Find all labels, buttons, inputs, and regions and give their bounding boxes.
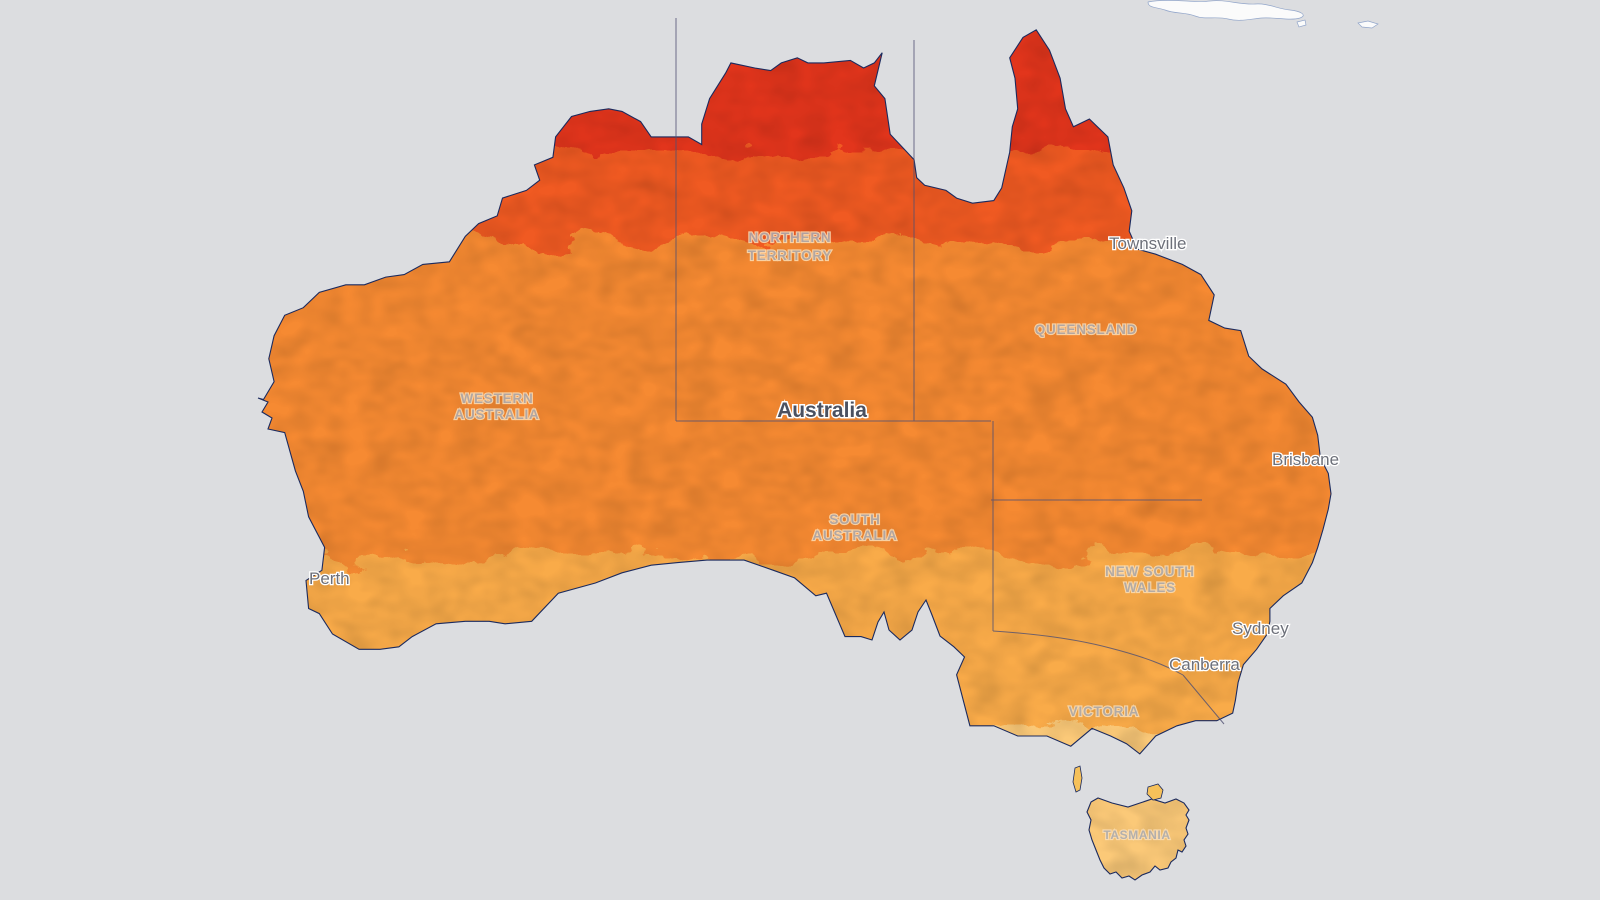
svg-text:WESTERN: WESTERN: [460, 391, 533, 406]
svg-text:VICTORIA: VICTORIA: [1069, 704, 1140, 719]
svg-text:SOUTH: SOUTH: [829, 512, 880, 527]
svg-text:TASMANIA: TASMANIA: [1103, 828, 1170, 842]
svg-text:Brisbane: Brisbane: [1272, 450, 1339, 469]
svg-text:QUEENSLAND: QUEENSLAND: [1035, 322, 1138, 337]
svg-text:Canberra: Canberra: [1169, 655, 1240, 674]
svg-text:Townsville: Townsville: [1109, 234, 1186, 253]
svg-text:Australia: Australia: [777, 399, 867, 422]
svg-text:AUSTRALIA: AUSTRALIA: [454, 407, 539, 422]
svg-text:AUSTRALIA: AUSTRALIA: [812, 528, 897, 543]
svg-text:Sydney: Sydney: [1232, 619, 1289, 638]
svg-text:Perth: Perth: [309, 569, 350, 588]
svg-text:WALES: WALES: [1124, 580, 1176, 595]
svg-text:NEW SOUTH: NEW SOUTH: [1105, 564, 1195, 579]
svg-text:TERRITORY: TERRITORY: [748, 248, 832, 263]
svg-text:NORTHERN: NORTHERN: [749, 230, 832, 245]
